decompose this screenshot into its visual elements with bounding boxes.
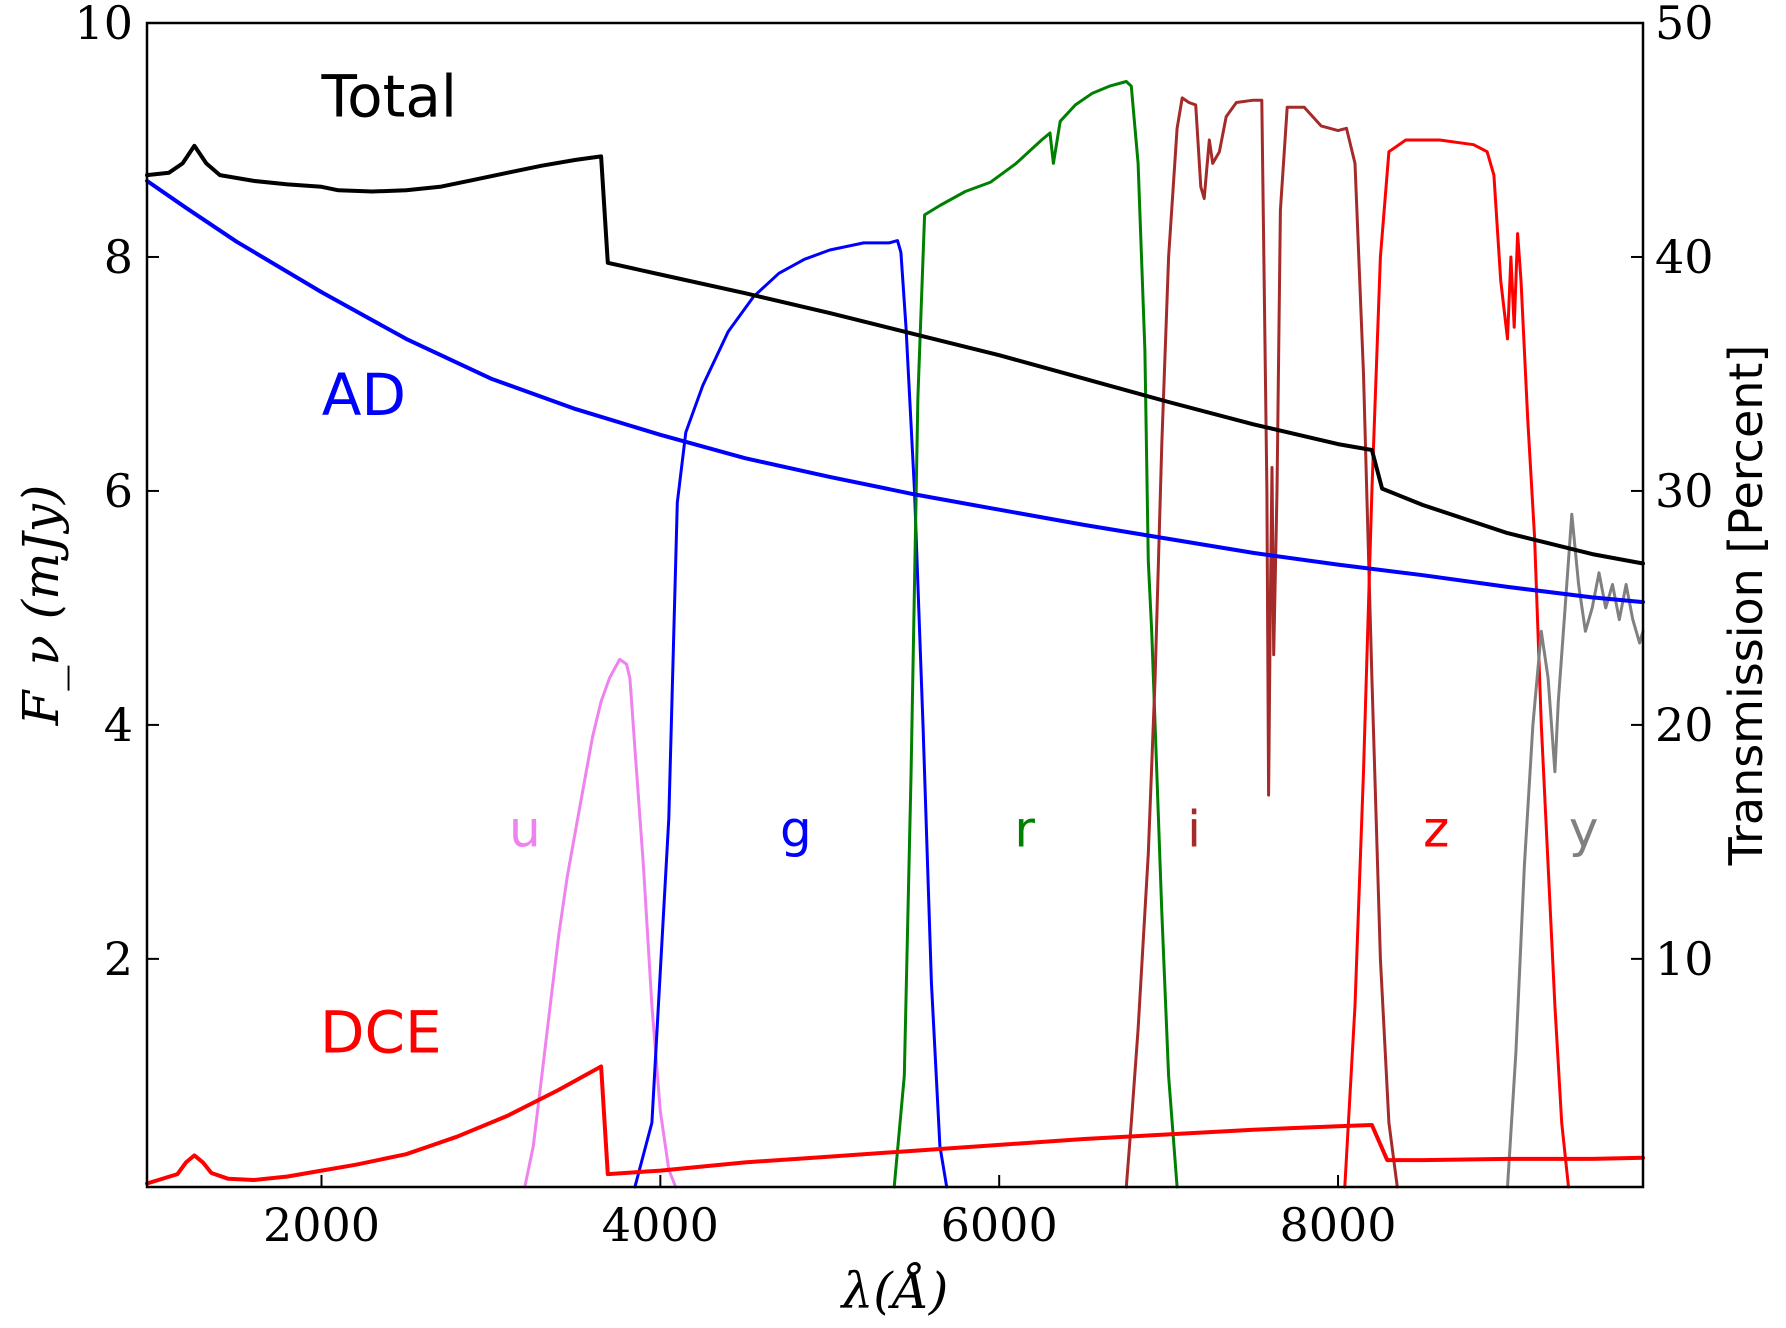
y-tick-label: 2 [104,932,133,986]
y-tick-label: 4 [104,698,133,752]
y-axis-left-ticks: 2 4 6 8 10 [74,0,159,986]
annotation-total: Total [321,63,457,131]
annotation-dce: DCE [320,998,442,1066]
x-tick-label: 8000 [1280,1198,1397,1252]
x-axis-title: λ(Å) [840,1261,949,1320]
y-tick-label: 6 [104,464,133,518]
y-tick-label: 10 [74,0,133,50]
band-label-z: z [1423,801,1449,859]
x-tick-label: 4000 [602,1198,719,1252]
y2-tick-label: 50 [1655,0,1714,50]
series-line-total [145,143,1645,566]
series-line-ad [145,178,1645,605]
plot-frame [145,21,1645,1189]
plot-background [147,23,1643,1187]
y2-tick-label: 10 [1655,932,1714,986]
y-axis-right-title: Transmission [Percent] [1719,345,1773,867]
series-line-r [892,80,1179,1189]
x-tick-label: 6000 [941,1198,1058,1252]
series-line-y [1506,512,1645,1189]
band-label-r: r [1014,801,1035,859]
annotation-ad: AD [322,361,406,429]
annotation-layer: Total AD DCE u g r i z y [320,63,1599,1067]
band-label-i: i [1187,801,1201,859]
series-line-z [1343,138,1570,1189]
band-label-u: u [509,801,541,859]
y-axis-left-title: F_ν (mJy) [12,485,70,727]
band-label-g: g [780,801,812,859]
series-line-u [523,657,678,1189]
y2-tick-label: 30 [1655,464,1714,518]
series-line-i [1124,96,1399,1189]
y-tick-label: 8 [104,230,133,284]
series-line-g [633,239,949,1189]
x-axis-ticks: 2000 4000 6000 8000 [263,1175,1397,1252]
band-label-y: y [1569,801,1599,859]
y-axis-right-ticks: 10 20 30 40 50 [1631,0,1714,986]
y2-tick-label: 40 [1655,230,1714,284]
series-layer [145,80,1645,1189]
x-tick-label: 2000 [263,1198,380,1252]
series-line-dce [145,1064,1645,1186]
y2-tick-label: 20 [1655,698,1714,752]
